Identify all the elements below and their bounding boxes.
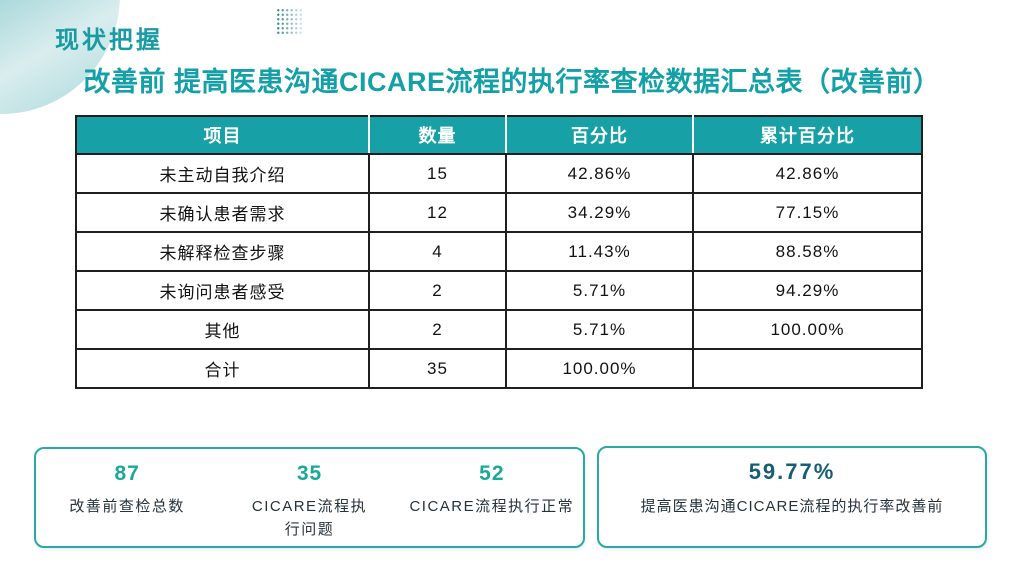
cell-cumulative: 42.86%	[692, 153, 923, 194]
cell-cumulative: 100.00%	[692, 309, 923, 350]
table-row: 其他 2 5.71% 100.00%	[75, 309, 923, 350]
cell-cumulative: 88.58%	[692, 231, 923, 272]
cell-item: 其他	[75, 309, 370, 350]
cell-percent: 100.00%	[505, 348, 694, 389]
execution-rate-label: 提高医患沟通CICARE流程的执行率改善前	[640, 498, 944, 515]
dots-grid-decoration	[276, 8, 303, 35]
stat-label: CICARE流程执行正常	[409, 498, 575, 515]
cell-count: 12	[368, 192, 507, 233]
table-row: 未确认患者需求 12 34.29% 77.15%	[75, 192, 923, 233]
col-header-count: 数量	[368, 115, 507, 155]
cell-item: 未询问患者感受	[75, 270, 370, 311]
cell-count: 4	[368, 231, 507, 272]
cell-percent: 42.86%	[505, 153, 694, 194]
stat-value: 87	[114, 462, 140, 485]
cell-count: 15	[368, 153, 507, 194]
stat-problem-count: 35 CICARE流程执行问题	[218, 462, 400, 542]
stat-normal-count: 52 CICARE流程执行正常	[401, 462, 583, 518]
cell-percent: 11.43%	[505, 231, 694, 272]
page-title: 改善前 提高医患沟通CICARE流程的执行率查检数据汇总表（改善前）	[83, 67, 941, 97]
cell-count: 35	[368, 348, 507, 389]
cell-percent: 34.29%	[505, 192, 694, 233]
cell-item: 合计	[75, 348, 370, 389]
col-header-cumulative: 累计百分比	[692, 115, 923, 155]
table-row: 未解释检查步骤 4 11.43% 88.58%	[75, 231, 923, 272]
stat-label: CICARE流程执行问题	[251, 498, 368, 539]
summary-table-container: 项目 数量 百分比 累计百分比 未主动自我介绍 15 42.86% 42.86%…	[75, 115, 923, 389]
table-row-total: 合计 35 100.00%	[75, 348, 923, 389]
section-label: 现状把握	[55, 27, 163, 54]
cell-cumulative: 77.15%	[692, 192, 923, 233]
table-header-row: 项目 数量 百分比 累计百分比	[75, 115, 923, 155]
table-row: 未询问患者感受 2 5.71% 94.29%	[75, 270, 923, 311]
col-header-percent: 百分比	[505, 115, 694, 155]
stat-value: 52	[479, 462, 505, 485]
stat-value: 35	[296, 462, 323, 485]
cell-percent: 5.71%	[505, 309, 694, 350]
cell-item: 未确认患者需求	[75, 192, 370, 233]
table-row: 未主动自我介绍 15 42.86% 42.86%	[75, 153, 923, 194]
data-table: 项目 数量 百分比 累计百分比 未主动自我介绍 15 42.86% 42.86%…	[75, 115, 923, 389]
cell-item: 未解释检查步骤	[75, 231, 370, 272]
summary-stats-box: 87 改善前查检总数 35 CICARE流程执行问题 52 CICARE流程执行…	[34, 447, 585, 548]
cell-cumulative	[692, 348, 923, 389]
cell-count: 2	[368, 309, 507, 350]
cell-item: 未主动自我介绍	[75, 153, 370, 194]
stat-total-checks: 87 改善前查检总数	[36, 462, 218, 518]
stat-label: 改善前查检总数	[69, 498, 185, 515]
cell-cumulative: 94.29%	[692, 270, 923, 311]
cell-percent: 5.71%	[505, 270, 694, 311]
cell-count: 2	[368, 270, 507, 311]
execution-rate-box: 59.77% 提高医患沟通CICARE流程的执行率改善前	[597, 446, 987, 548]
execution-rate-value: 59.77%	[748, 459, 836, 484]
col-header-item: 项目	[75, 115, 370, 155]
